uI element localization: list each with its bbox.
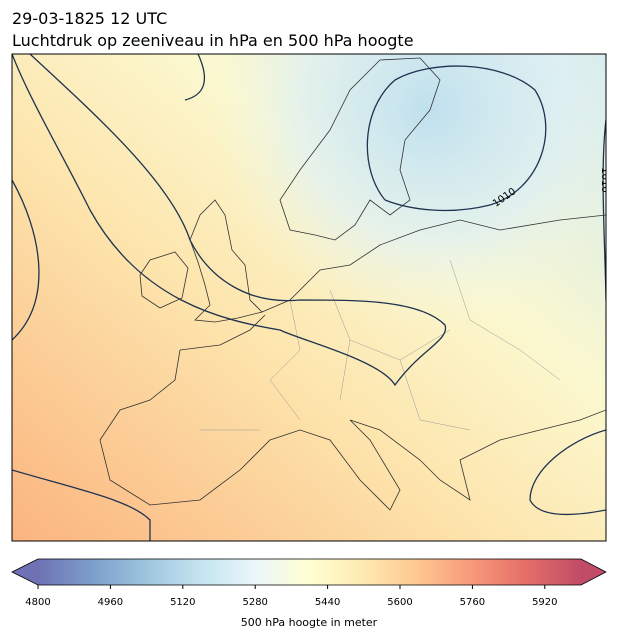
isobar [12, 54, 447, 387]
isobar [366, 65, 547, 212]
colorbar-tick-label: 5120 [170, 597, 195, 608]
low-pressure-field [12, 54, 606, 541]
colorbar-tick-label: 5760 [460, 597, 485, 608]
isobar [529, 429, 606, 516]
colorbar-tick-label: 5600 [387, 597, 412, 608]
title-date: 29-03-1825 12 UTC [12, 9, 167, 28]
colorbar-outline [11, 558, 607, 586]
coastline-scandinavia [279, 57, 441, 241]
coastline-ireland [139, 251, 189, 309]
isobar [184, 54, 206, 101]
title-description: Luchtdruk op zeeniveau in hPa en 500 hPa… [12, 31, 414, 50]
colorbar-tick-label: 5440 [315, 597, 340, 608]
colorbar-extension-high [581, 559, 606, 585]
colorbar-label: 500 hPa hoogte in meter [241, 616, 378, 629]
isobar [602, 119, 606, 301]
colorbar-tick-label: 5920 [532, 597, 557, 608]
isobar [12, 469, 151, 541]
map-frame [11, 53, 607, 542]
colorbar: 4800 4960 5120 5280 5440 5600 5760 5920 [11, 558, 607, 608]
isobar [12, 179, 40, 341]
map: 1010 1010 [12, 54, 610, 541]
coastline-continent [99, 214, 606, 511]
colorbar-tick-label: 4800 [25, 597, 50, 608]
isobar-label: 1010 [599, 167, 610, 192]
colorbar-extension-low [12, 559, 38, 585]
colorbar-tick-label: 4960 [98, 597, 123, 608]
colorbar-tick-label: 5280 [242, 597, 267, 608]
colorbar-body [38, 559, 581, 585]
country-borders [200, 259, 561, 431]
coastline-uk [189, 199, 263, 323]
